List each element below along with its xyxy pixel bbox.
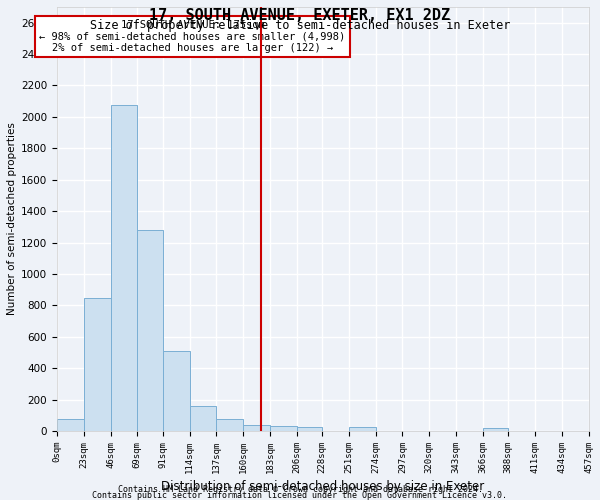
Text: Contains HM Land Registry data © Crown copyright and database right 2024.: Contains HM Land Registry data © Crown c… <box>118 485 482 494</box>
Bar <box>137 230 163 431</box>
Text: Size of property relative to semi-detached houses in Exeter: Size of property relative to semi-detach… <box>90 19 510 32</box>
Bar <box>270 426 296 431</box>
X-axis label: Distribution of semi-detached houses by size in Exeter: Distribution of semi-detached houses by … <box>161 480 484 493</box>
Text: 17, SOUTH AVENUE, EXETER, EX1 2DZ: 17, SOUTH AVENUE, EXETER, EX1 2DZ <box>149 8 451 22</box>
Bar <box>84 298 110 431</box>
Y-axis label: Number of semi-detached properties: Number of semi-detached properties <box>7 122 17 316</box>
Bar <box>483 428 508 431</box>
Bar <box>190 406 217 431</box>
Bar <box>110 105 137 431</box>
Bar <box>217 420 243 431</box>
Bar <box>57 420 84 431</box>
Bar <box>296 427 322 431</box>
Text: Contains public sector information licensed under the Open Government Licence v3: Contains public sector information licen… <box>92 491 508 500</box>
Bar <box>349 427 376 431</box>
Bar <box>163 351 190 431</box>
Text: 17 SOUTH AVENUE: 175sqm
← 98% of semi-detached houses are smaller (4,998)
2% of : 17 SOUTH AVENUE: 175sqm ← 98% of semi-de… <box>40 20 346 53</box>
Bar <box>243 425 270 431</box>
